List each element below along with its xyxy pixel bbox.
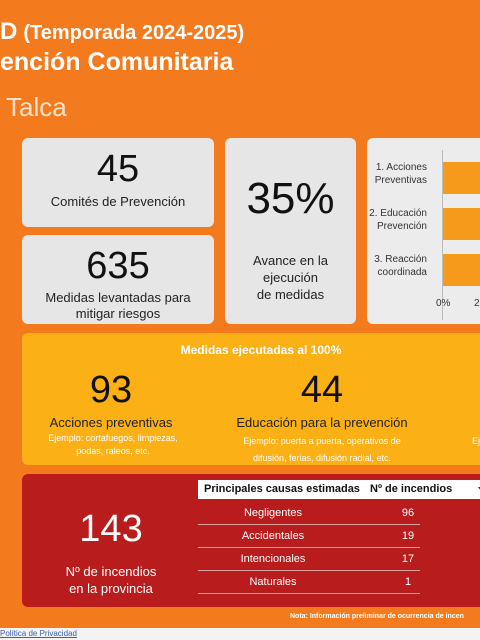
educacion-prevencion-value: 44 xyxy=(300,369,344,411)
avance-label-line1: Avance en la xyxy=(253,253,328,268)
comites-label: Comités de Prevención xyxy=(50,194,186,209)
incendios-label-line1: Nº de incendios xyxy=(65,564,157,579)
incendios-label-line2: en la provincia xyxy=(69,581,153,596)
chart-axis-line xyxy=(442,150,443,320)
acciones-bar-chart: 1. Acciones Preventivas 2. Educación Preven… xyxy=(367,138,480,324)
data-note: Nota: Información preliminar de ocurrenc… xyxy=(290,613,464,620)
bar-mark xyxy=(443,162,480,194)
sort-desc-icon[interactable] xyxy=(478,487,480,491)
title-season: (Temporada 2024-2025) xyxy=(23,22,245,44)
causa-cell: Naturales xyxy=(249,576,297,588)
bar-mark xyxy=(443,208,480,240)
medidas-label-line2: mitigar riesgos xyxy=(75,306,161,321)
medidas-ejecutadas-panel: Medidas ejecutadas al 100% 93 Acciones p… xyxy=(22,333,480,465)
avance-card: 35% Avance en la ejecución de medidas xyxy=(225,138,356,324)
count-cell: 1 xyxy=(404,576,412,588)
location-label: Talca xyxy=(6,92,67,122)
privacy-policy-link[interactable]: Política de Privacidad xyxy=(0,629,77,638)
bar-mark xyxy=(443,254,480,286)
x-tick-label: 2 xyxy=(474,298,480,309)
incendios-panel: 143 Nº de incendios en la provincia Prin… xyxy=(22,474,480,607)
clipped-example-text: Ej xyxy=(471,436,480,446)
table-row: Intencionales 17 xyxy=(198,548,420,571)
causa-column-header[interactable]: Principales causas estimadas xyxy=(204,483,360,495)
causa-cell: Accidentales xyxy=(241,530,305,542)
comites-card: 45 Comités de Prevención xyxy=(22,138,214,227)
medidas-label-line1: Medidas levantadas para xyxy=(45,290,191,305)
x-tick-label: 0% xyxy=(436,298,451,309)
medidas-card: 635 Medidas levantadas para mitigar ries… xyxy=(22,235,214,324)
acciones-preventivas-example-1: Ejemplo: cortafuegos, limpiezas, xyxy=(48,433,178,443)
bar-category-label: 1. Acciones Preventivas xyxy=(374,162,427,186)
avance-label-line3: de medidas xyxy=(256,287,325,302)
count-cell: 96 xyxy=(401,507,415,519)
medidas-ejecutadas-title: Medidas ejecutadas al 100% xyxy=(180,343,342,357)
title-letter: D xyxy=(0,18,18,45)
table-row: Negligentes 96 xyxy=(198,502,420,525)
acciones-preventivas-example-2: podas, raleos, etc. xyxy=(76,446,150,456)
count-cell: 17 xyxy=(401,553,415,565)
avance-value: 35% xyxy=(246,174,335,223)
avance-label-line2: ejecución xyxy=(263,270,318,285)
table-row: Accidentales 19 xyxy=(198,525,420,548)
incendios-value: 143 xyxy=(79,508,143,550)
causa-cell: Intencionales xyxy=(240,553,306,565)
acciones-preventivas-value: 93 xyxy=(89,369,133,411)
medidas-value: 635 xyxy=(86,245,150,287)
count-cell: 19 xyxy=(401,530,415,542)
educacion-prevencion-example-1: Ejemplo: puerta a puerta, operativos de xyxy=(243,436,401,446)
table-row: Naturales 1 xyxy=(198,571,420,594)
bar-category-label: 3. Reacción coordinada xyxy=(374,254,427,278)
report-title: D (Temporada 2024-2025) xyxy=(0,18,244,46)
acciones-preventivas-label: Acciones preventivas xyxy=(49,415,173,430)
causa-cell: Negligentes xyxy=(243,507,303,519)
report-subtitle: ención Comunitaria xyxy=(0,48,234,76)
educacion-prevencion-label: Educación para la prevención xyxy=(236,415,408,430)
bar-category-label: 2. Educación Prevención xyxy=(369,208,427,232)
incendios-column-header[interactable]: Nº de incendios xyxy=(370,483,453,495)
educacion-prevencion-example-2: difusión, ferias, difusión radial, etc. xyxy=(252,453,392,463)
causas-table-header: Principales causas estimadas Nº de incen… xyxy=(198,480,480,499)
comites-value: 45 xyxy=(96,148,140,190)
